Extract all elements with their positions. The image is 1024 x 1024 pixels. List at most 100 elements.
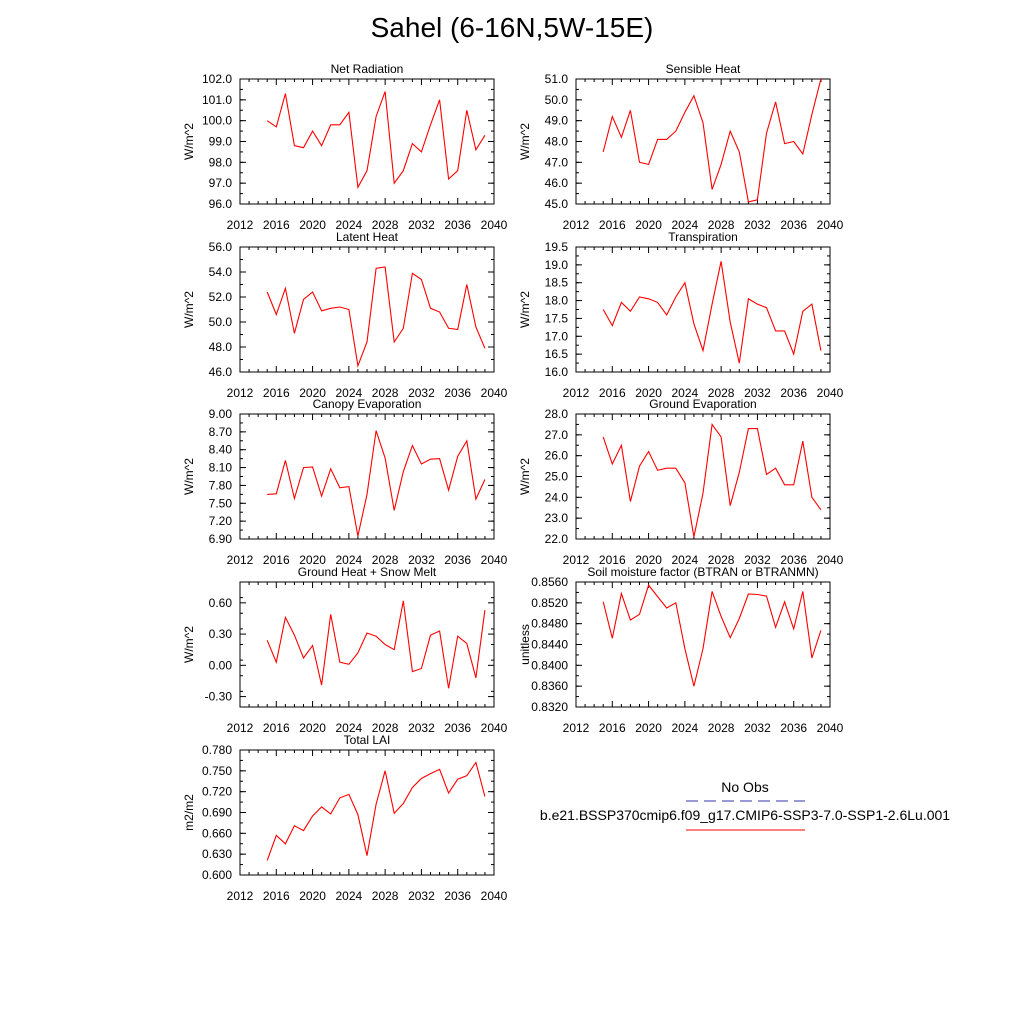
panel-5: Canopy Evaporation W/m^2 2012 2016 2020 2024 2…: [182, 397, 508, 567]
y-tick-label: 0.630: [202, 847, 232, 861]
y-tick-label: 0.750: [202, 764, 232, 778]
x-tick-label: 2028: [372, 218, 399, 232]
plot-frame: [239, 78, 495, 205]
panel-title: Ground Heat + Snow Melt: [298, 565, 437, 579]
y-tick-label: 56.0: [209, 240, 233, 254]
y-tick-label: 48.0: [545, 135, 569, 149]
panel-8: Soil moisture factor (BTRAN or BTRANMN) u…: [518, 565, 844, 735]
y-tick-label: 19.5: [545, 240, 569, 254]
x-tick-label: 2024: [336, 386, 363, 400]
y-tick-label: 49.0: [545, 114, 569, 128]
panel-title: Latent Heat: [336, 230, 399, 244]
legend-label-model: b.e21.BSSP370cmip6.f09_g17.CMIP6-SSP3-7.…: [540, 807, 950, 823]
x-tick-label: 2020: [299, 218, 326, 232]
y-tick-label: 17.5: [545, 311, 569, 325]
y-axis-label: W/m^2: [518, 291, 532, 328]
x-tick-label: 2032: [744, 218, 771, 232]
panel-title: Net Radiation: [331, 62, 404, 76]
panel-4: Transpiration W/m^2 2012 2016 2020 2024 2028 20…: [518, 230, 844, 400]
series-line: [602, 261, 822, 364]
y-tick-label: 28.0: [545, 407, 569, 421]
x-tick-label: 2036: [444, 218, 471, 232]
y-tick-label: 9.00: [209, 407, 233, 421]
x-tick-label: 2024: [672, 386, 699, 400]
x-tick-label: 2036: [780, 553, 807, 567]
series-line: [266, 600, 486, 689]
y-tick-label: 0.60: [209, 596, 233, 610]
x-tick-label: 2036: [780, 386, 807, 400]
x-tick-label: 2036: [444, 889, 471, 903]
x-tick-label: 2040: [481, 218, 508, 232]
x-tick-label: 2024: [672, 553, 699, 567]
series-line: [267, 430, 486, 537]
panel-title: Canopy Evaporation: [313, 397, 422, 411]
x-tick-label: 2012: [563, 721, 590, 735]
x-tick-label: 2040: [817, 553, 844, 567]
x-tick-label: 2032: [408, 218, 435, 232]
y-tick-label: 0.780: [202, 743, 232, 757]
x-tick-label: 2020: [299, 386, 326, 400]
panel-title: Soil moisture factor (BTRAN or BTRANMN): [587, 565, 818, 579]
y-tick-label: 47.0: [545, 155, 569, 169]
x-tick-label: 2012: [227, 889, 254, 903]
y-tick-label: 0.720: [202, 785, 232, 799]
y-axis-label: m2/m2: [182, 794, 196, 831]
y-axis-label: W/m^2: [518, 123, 532, 160]
x-tick-label: 2032: [408, 721, 435, 735]
y-tick-label: 17.0: [545, 329, 569, 343]
page-title: Sahel (6-16N,5W-15E): [370, 12, 654, 43]
x-tick-label: 2032: [744, 721, 771, 735]
y-tick-label: -0.30: [205, 690, 233, 704]
y-tick-label: 0.8320: [531, 700, 568, 714]
y-tick-label: 54.0: [209, 265, 233, 279]
y-tick-label: 23.0: [545, 511, 569, 525]
y-tick-label: 22.0: [545, 532, 569, 546]
x-tick-label: 2028: [708, 553, 735, 567]
x-tick-label: 2016: [263, 721, 290, 735]
x-tick-label: 2012: [563, 386, 590, 400]
y-tick-label: 8.40: [209, 443, 233, 457]
x-tick-label: 2036: [444, 553, 471, 567]
y-axis-label: W/m^2: [518, 458, 532, 495]
plot-frame: [575, 581, 831, 708]
y-tick-label: 24.0: [545, 490, 569, 504]
panel-7: Ground Heat + Snow Melt W/m^2 2012 2016 2020…: [182, 565, 508, 735]
x-tick-label: 2032: [408, 386, 435, 400]
y-axis-label: W/m^2: [182, 291, 196, 328]
panel-title: Total LAI: [344, 733, 391, 747]
x-tick-label: 2028: [372, 721, 399, 735]
y-tick-label: 0.8520: [531, 596, 568, 610]
y-axis-label: W/m^2: [182, 458, 196, 495]
series-line: [602, 583, 822, 687]
y-tick-label: 8.10: [209, 461, 233, 475]
x-tick-label: 2020: [635, 721, 662, 735]
x-tick-label: 2016: [263, 889, 290, 903]
plot-frame: [575, 413, 831, 540]
y-tick-label: 102.0: [202, 72, 232, 86]
x-tick-label: 2024: [336, 889, 363, 903]
x-tick-label: 2016: [263, 218, 290, 232]
series-line: [266, 91, 486, 190]
y-tick-label: 27.0: [545, 428, 569, 442]
y-tick-label: 99.0: [209, 135, 233, 149]
y-tick-label: 0.8480: [531, 617, 568, 631]
x-tick-label: 2040: [481, 386, 508, 400]
x-tick-label: 2016: [599, 218, 626, 232]
x-tick-label: 2032: [744, 386, 771, 400]
y-tick-label: 16.5: [545, 347, 569, 361]
y-tick-label: 0.00: [209, 658, 233, 672]
series-line: [266, 266, 486, 368]
legend: No Obs b.e21.BSSP370cmip6.f09_g17.CMIP6-…: [540, 779, 950, 831]
y-tick-label: 0.8560: [531, 575, 568, 589]
x-tick-label: 2036: [780, 721, 807, 735]
y-tick-label: 98.0: [209, 155, 233, 169]
plot-frame: [239, 413, 495, 540]
x-tick-label: 2012: [227, 386, 254, 400]
y-tick-label: 101.0: [202, 93, 232, 107]
y-tick-label: 19.0: [545, 258, 569, 272]
x-tick-label: 2020: [299, 721, 326, 735]
plot-frame: [239, 749, 495, 876]
y-tick-label: 0.600: [202, 868, 232, 882]
panel-title: Sensible Heat: [666, 62, 741, 76]
x-tick-label: 2032: [408, 553, 435, 567]
